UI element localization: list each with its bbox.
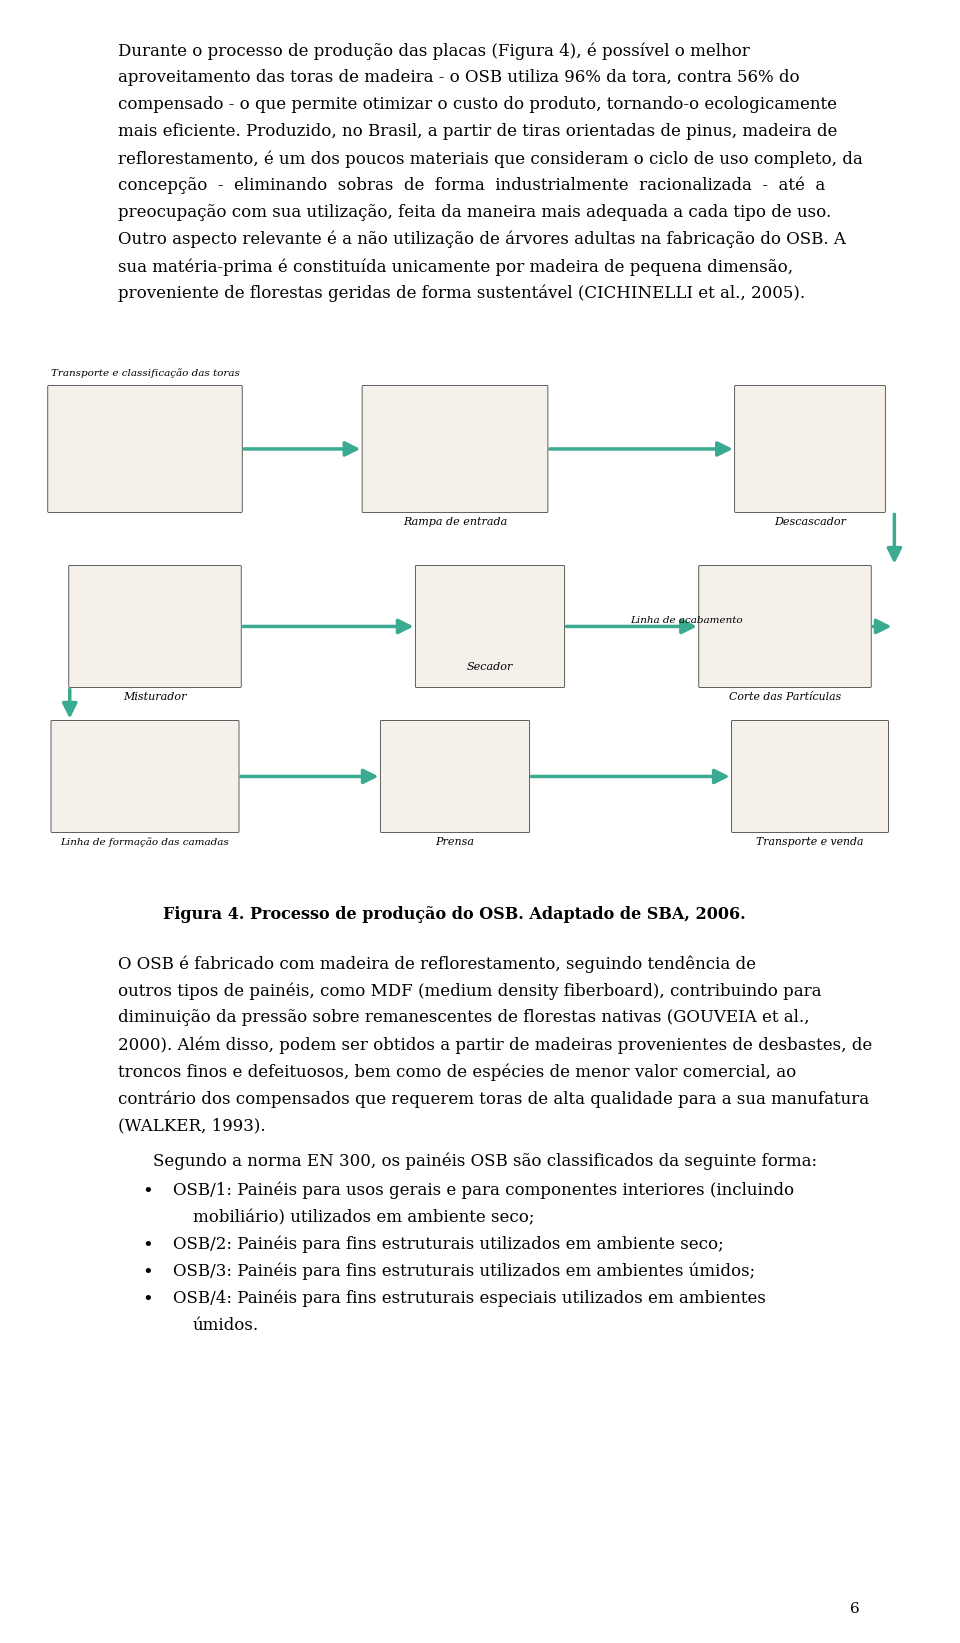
Text: Descascador: Descascador — [774, 518, 846, 527]
Text: compensado - o que permite otimizar o custo do produto, tornando-o ecologicament: compensado - o que permite otimizar o cu… — [118, 95, 837, 113]
Text: diminuição da pressão sobre remanescentes de florestas nativas (GOUVEIA et al.,: diminuição da pressão sobre remanescente… — [118, 1009, 809, 1025]
FancyBboxPatch shape — [416, 565, 564, 687]
Text: Outro aspecto relevante é a não utilização de árvores adultas na fabricação do O: Outro aspecto relevante é a não utilizaç… — [118, 232, 846, 248]
Text: Transporte e venda: Transporte e venda — [756, 838, 864, 848]
Text: Prensa: Prensa — [436, 838, 474, 848]
Text: Linha de formação das camadas: Linha de formação das camadas — [60, 838, 229, 848]
FancyBboxPatch shape — [48, 386, 242, 513]
Text: mais eficiente. Produzido, no Brasil, a partir de tiras orientadas de pinus, mad: mais eficiente. Produzido, no Brasil, a … — [118, 123, 837, 140]
FancyBboxPatch shape — [362, 386, 548, 513]
Text: concepção  -  eliminando  sobras  de  forma  industrialmente  racionalizada  -  : concepção - eliminando sobras de forma i… — [118, 177, 826, 194]
Text: troncos finos e defeituosos, bem como de espécies de menor valor comercial, ao: troncos finos e defeituosos, bem como de… — [118, 1063, 796, 1081]
FancyBboxPatch shape — [732, 720, 889, 833]
Text: OSB/3: Painéis para fins estruturais utilizados em ambientes úmidos;: OSB/3: Painéis para fins estruturais uti… — [173, 1263, 756, 1280]
Text: aproveitamento das toras de madeira - o OSB utiliza 96% da tora, contra 56% do: aproveitamento das toras de madeira - o … — [118, 69, 800, 85]
FancyBboxPatch shape — [734, 386, 885, 513]
Text: Corte das Partículas: Corte das Partículas — [729, 692, 841, 703]
Text: Linha de acabamento: Linha de acabamento — [630, 616, 743, 626]
Text: 2000). Além disso, podem ser obtidos a partir de madeiras provenientes de desbas: 2000). Além disso, podem ser obtidos a p… — [118, 1037, 873, 1053]
Text: •: • — [143, 1263, 154, 1282]
Text: (WALKER, 1993).: (WALKER, 1993). — [118, 1117, 266, 1134]
Text: úmidos.: úmidos. — [193, 1316, 259, 1334]
Text: outros tipos de painéis, como MDF (medium density fiberboard), contribuindo para: outros tipos de painéis, como MDF (mediu… — [118, 983, 822, 999]
Text: •: • — [143, 1237, 154, 1255]
Text: sua matéria-prima é constituída unicamente por madeira de pequena dimensão,: sua matéria-prima é constituída unicamen… — [118, 258, 793, 276]
Text: •: • — [143, 1291, 154, 1309]
Text: proveniente de florestas geridas de forma sustentável (CICHINELLI et al., 2005).: proveniente de florestas geridas de form… — [118, 284, 805, 302]
FancyBboxPatch shape — [51, 720, 239, 833]
Text: Secador: Secador — [467, 662, 514, 672]
Text: •: • — [143, 1183, 154, 1201]
Text: mobiliário) utilizados em ambiente seco;: mobiliário) utilizados em ambiente seco; — [193, 1209, 535, 1226]
Text: Rampa de entrada: Rampa de entrada — [403, 518, 507, 527]
FancyBboxPatch shape — [380, 720, 530, 833]
Text: reflorestamento, é um dos poucos materiais que consideram o ciclo de uso complet: reflorestamento, é um dos poucos materia… — [118, 150, 863, 168]
Text: contrário dos compensados que requerem toras de alta qualidade para a sua manufa: contrário dos compensados que requerem t… — [118, 1089, 869, 1107]
Text: Durante o processo de produção das placas (Figura 4), é possível o melhor: Durante o processo de produção das placa… — [118, 43, 750, 59]
Text: 6: 6 — [851, 1602, 860, 1615]
Text: OSB/2: Painéis para fins estruturais utilizados em ambiente seco;: OSB/2: Painéis para fins estruturais uti… — [173, 1236, 724, 1254]
Text: O OSB é fabricado com madeira de reflorestamento, seguindo tendência de: O OSB é fabricado com madeira de reflore… — [118, 955, 756, 973]
Text: OSB/1: Painéis para usos gerais e para componentes interiores (incluindo: OSB/1: Painéis para usos gerais e para c… — [173, 1181, 794, 1199]
Text: Misturador: Misturador — [123, 692, 187, 703]
Text: Figura 4. Processo de produção do OSB. Adaptado de SBA, 2006.: Figura 4. Processo de produção do OSB. A… — [163, 907, 746, 923]
FancyBboxPatch shape — [699, 565, 872, 687]
Text: preocupação com sua utilização, feita da maneira mais adequada a cada tipo de us: preocupação com sua utilização, feita da… — [118, 204, 831, 222]
Text: OSB/4: Painéis para fins estruturais especiais utilizados em ambientes: OSB/4: Painéis para fins estruturais esp… — [173, 1290, 766, 1308]
Text: Segundo a norma EN 300, os painéis OSB são classificados da seguinte forma:: Segundo a norma EN 300, os painéis OSB s… — [153, 1152, 817, 1170]
Text: Transporte e classificação das toras: Transporte e classificação das toras — [51, 368, 239, 378]
FancyBboxPatch shape — [69, 565, 241, 687]
